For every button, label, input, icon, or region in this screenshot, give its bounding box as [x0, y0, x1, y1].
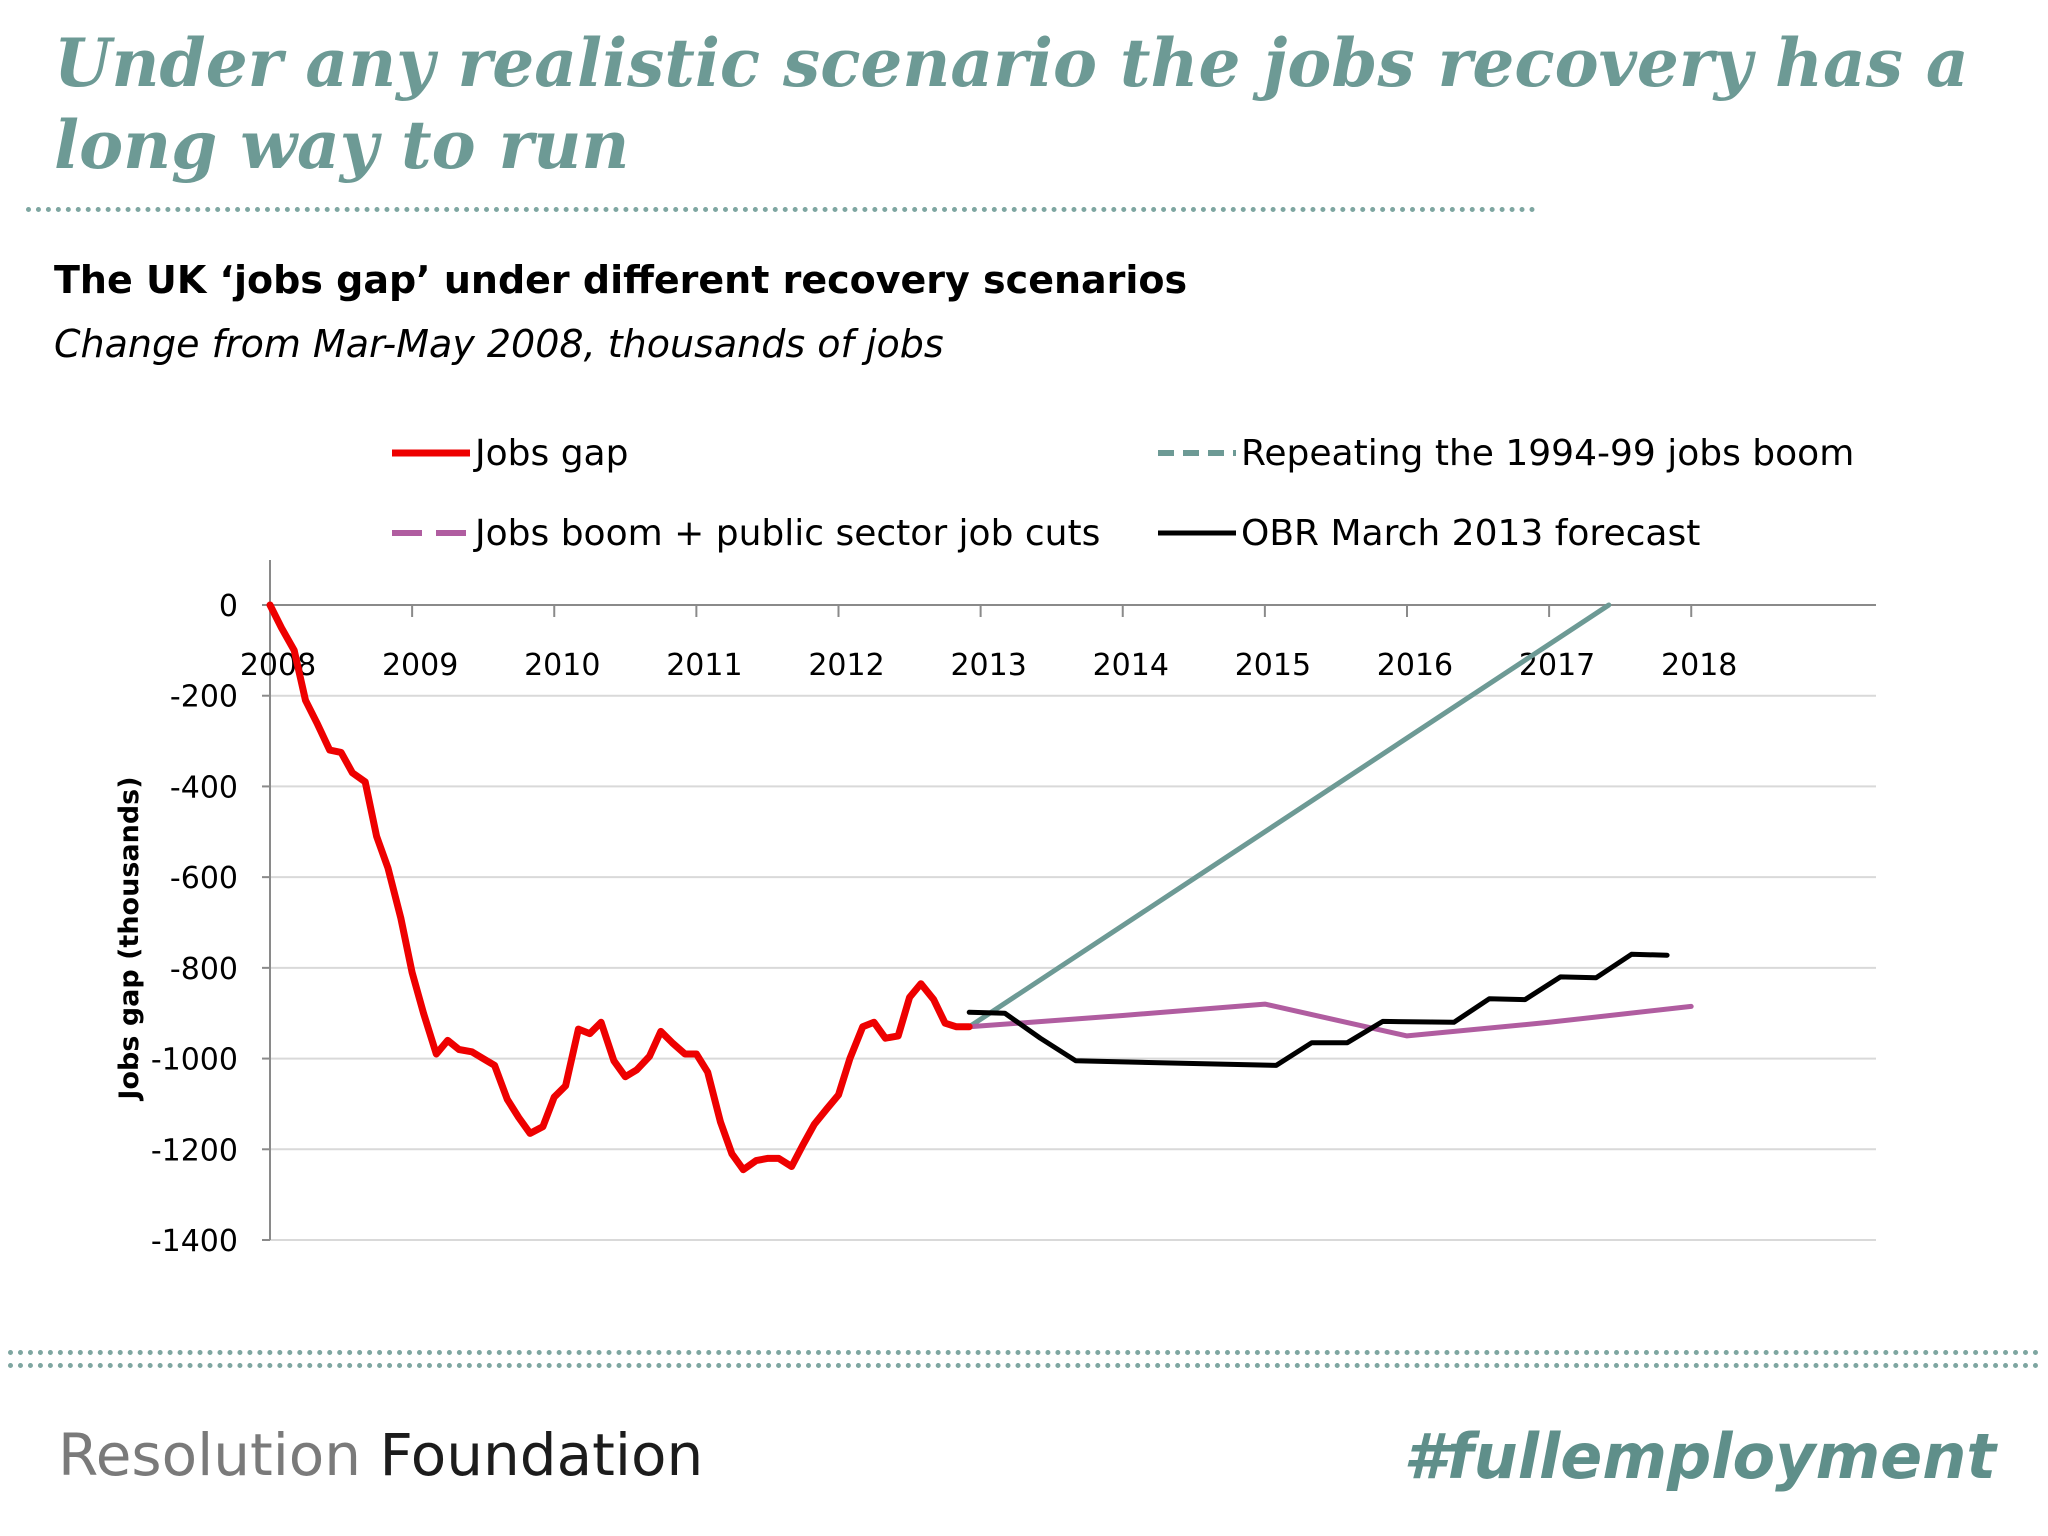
jobs-gap-chart: 0-200-400-600-800-1000-1200-1400 2008 200…	[114, 433, 1876, 1259]
resolution-foundation-logo: Resolution Foundation	[58, 1420, 703, 1490]
brand-part-1: Resolution	[58, 1421, 362, 1489]
legend-label-jobs-gap: Jobs gap	[473, 433, 628, 474]
y-tick-labels: 0 -200 -400 -600 -800 -1000 -1200 -1400	[151, 589, 270, 1259]
series-obr-forecast-line	[966, 951, 1670, 1068]
bottom-dotted-divider-2	[8, 1363, 2040, 1368]
y-tick-label: -800	[170, 952, 238, 987]
y-axis-label: Jobs gap (thousands)	[114, 776, 145, 1101]
series-boom-public-cuts-line	[966, 1001, 1694, 1039]
x-tick-label: 2009	[382, 648, 458, 683]
x-tick-label: 2017	[1519, 648, 1595, 683]
series-jobs-gap-line	[266, 601, 973, 1174]
headline: Under any realistic scenario the jobs re…	[54, 24, 1969, 184]
x-tick-label: 2013	[950, 648, 1026, 683]
legend-label-repeating-boom: Repeating the 1994-99 jobs boom	[1241, 433, 1854, 474]
x-tick-label: 2015	[1235, 648, 1311, 683]
y-tick-label: -200	[170, 680, 238, 715]
axes	[269, 560, 1876, 1240]
legend-item-boom-public-cuts: Jobs boom + public sector job cuts	[392, 513, 1100, 554]
y-tick-label: -1200	[151, 1133, 238, 1168]
gridlines	[270, 694, 1876, 1241]
x-tick-labels: 2008 2009 2010 2011 2012 2013 2014 2015 2016 2017…	[240, 605, 1737, 683]
y-tick-label: -1000	[151, 1043, 238, 1078]
hashtag: #fullemployment	[1403, 1420, 1996, 1493]
series-repeating-boom-line	[966, 602, 1612, 1030]
bottom-dotted-divider	[8, 1350, 2040, 1355]
legend-item-jobs-gap: Jobs gap	[392, 433, 628, 474]
x-tick-label: 2018	[1661, 648, 1737, 683]
x-tick-label: 2016	[1377, 648, 1453, 683]
legend: Jobs gap Repeating the 1994-99 jobs boom…	[392, 433, 1854, 554]
legend-item-repeating-boom: Repeating the 1994-99 jobs boom	[1158, 433, 1854, 474]
y-tick-label: -600	[170, 861, 238, 896]
x-tick-label: 2014	[1093, 648, 1169, 683]
y-tick-label: -400	[170, 770, 238, 805]
legend-label-boom-public-cuts: Jobs boom + public sector job cuts	[473, 513, 1100, 554]
x-tick-label: 2008	[240, 648, 316, 683]
series-lines	[266, 601, 1694, 1174]
y-tick-label: 0	[219, 589, 238, 624]
brand-part-2: Foundation	[379, 1421, 704, 1489]
chart-subtitle: Change from Mar-May 2008, thousands of j…	[54, 322, 944, 366]
top-dotted-divider	[26, 207, 1536, 212]
y-tick-label: -1400	[151, 1224, 238, 1259]
legend-item-obr-forecast: OBR March 2013 forecast	[1158, 513, 1700, 554]
chart-title: The UK ‘jobs gap’ under different recove…	[54, 258, 1188, 302]
legend-label-obr-forecast: OBR March 2013 forecast	[1241, 513, 1700, 554]
x-tick-label: 2011	[666, 648, 742, 683]
x-tick-label: 2010	[524, 648, 600, 683]
x-tick-label: 2012	[808, 648, 884, 683]
